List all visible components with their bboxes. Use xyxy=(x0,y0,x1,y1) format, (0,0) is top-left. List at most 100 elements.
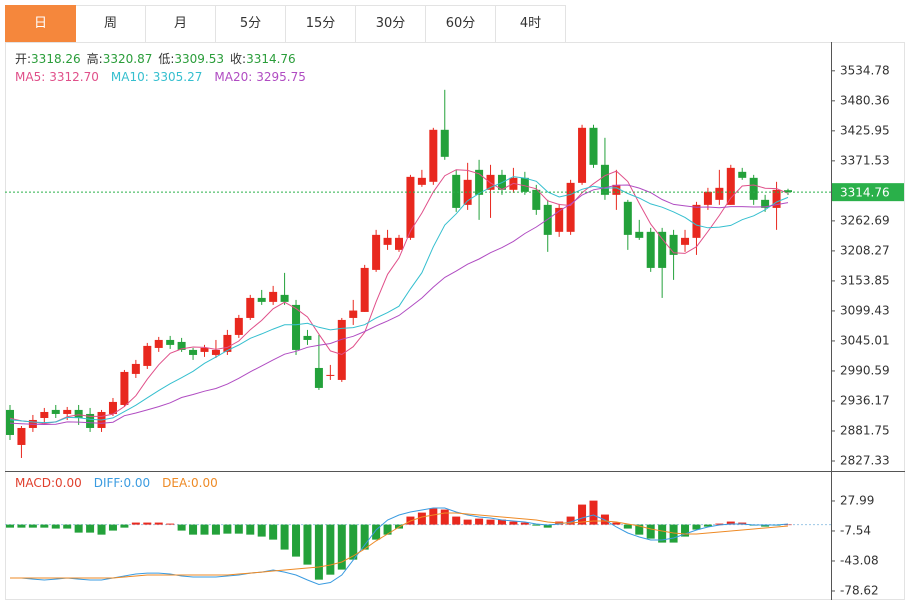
macd-bar xyxy=(246,524,255,535)
candle-body xyxy=(738,171,747,178)
macd-bar xyxy=(681,524,690,537)
candle-body xyxy=(772,189,781,208)
candle-body xyxy=(51,409,60,414)
y-tick-label: -78.62 xyxy=(840,583,879,597)
candle-body xyxy=(349,310,358,318)
candle-body xyxy=(669,234,678,255)
macd-bar xyxy=(463,519,472,525)
candle-body xyxy=(40,411,49,418)
candle-body xyxy=(234,317,243,335)
y-tick-label: 3099.43 xyxy=(840,303,890,317)
candle-body xyxy=(452,174,461,208)
candle-body xyxy=(337,319,346,380)
legend-text: 3305.27 xyxy=(153,70,203,84)
y-tick-label: -7.54 xyxy=(840,523,871,537)
period-tab[interactable]: 月 xyxy=(146,5,216,43)
y-tick-label: 3480.36 xyxy=(840,93,890,107)
candle-body xyxy=(200,347,209,352)
macd-bar xyxy=(692,524,701,530)
macd-bar xyxy=(74,524,83,533)
candle-body xyxy=(303,335,312,340)
legend-text: 3314.76 xyxy=(246,52,296,66)
period-tab[interactable]: 30分 xyxy=(356,5,426,43)
macd-bar xyxy=(63,524,72,529)
macd-bar xyxy=(17,524,26,528)
candle-body xyxy=(429,129,438,182)
candle-body xyxy=(715,187,724,200)
macd-bar xyxy=(337,524,346,570)
candle-body xyxy=(395,237,403,250)
macd-bar xyxy=(623,524,632,529)
ma-line xyxy=(9,176,789,424)
legend-text: 3312.70 xyxy=(49,70,99,84)
ma-line xyxy=(9,169,789,425)
macd-bar xyxy=(189,524,198,535)
macd-bar xyxy=(486,519,495,525)
macd-bar xyxy=(520,522,529,525)
macd-bar xyxy=(314,524,323,580)
candle-body xyxy=(131,363,140,374)
macd-bar xyxy=(784,524,792,526)
legend-row: MACD:0.00 DIFF:0.00 DEA:0.00 xyxy=(15,476,218,490)
macd-bar xyxy=(6,524,14,528)
candle-body xyxy=(223,334,232,352)
period-tab[interactable]: 5分 xyxy=(216,5,286,43)
macd-bar xyxy=(566,516,575,525)
legend-text: 开: xyxy=(15,52,31,66)
candle-body xyxy=(108,401,117,414)
macd-bar xyxy=(292,524,301,557)
candle-body xyxy=(143,345,152,366)
macd-bar xyxy=(120,524,129,528)
candle-body xyxy=(189,349,198,355)
candle-body xyxy=(6,409,14,435)
legend-text: 低: xyxy=(158,52,174,66)
y-tick-label: 2936.17 xyxy=(840,393,890,407)
macd-bar xyxy=(497,519,506,525)
macd-bar xyxy=(280,524,289,550)
candle-body xyxy=(383,237,392,245)
period-tab[interactable]: 日 xyxy=(5,5,76,43)
macd-bar xyxy=(761,524,770,527)
legend-row: MA5: 3312.70 MA10: 3305.27 MA20: 3295.75 xyxy=(15,70,306,84)
y-tick-label: 3534.78 xyxy=(840,63,890,77)
candle-body xyxy=(578,127,587,183)
y-tick-label: 2990.59 xyxy=(840,363,890,377)
period-tab[interactable]: 15分 xyxy=(286,5,356,43)
macd-line xyxy=(10,507,789,586)
macd-bar xyxy=(86,524,95,533)
candle-body xyxy=(17,427,26,445)
legend-text: MA20: xyxy=(214,70,252,84)
candle-body xyxy=(292,304,301,350)
candle-body xyxy=(280,294,289,302)
candle-body xyxy=(749,177,758,200)
macd-bar xyxy=(360,524,369,550)
macd-bar xyxy=(646,524,655,539)
legend-text: 收: xyxy=(230,52,246,66)
macd-bar xyxy=(269,524,278,540)
macd-bar xyxy=(131,522,140,525)
macd-bar xyxy=(223,524,232,534)
macd-bar xyxy=(108,524,117,531)
candle-body xyxy=(406,176,415,238)
candle-body xyxy=(314,367,323,388)
legend-text: DEA: xyxy=(162,476,191,490)
candle-body xyxy=(532,189,541,210)
macd-bar xyxy=(97,524,106,535)
legend-text: MACD: xyxy=(15,476,55,490)
candle-body xyxy=(658,231,667,268)
macd-bar xyxy=(440,509,449,525)
macd-bar xyxy=(703,524,712,527)
candle-body xyxy=(761,199,770,208)
period-tab[interactable]: 4时 xyxy=(496,5,566,43)
candle-body xyxy=(566,182,575,232)
legend-text: 0.00 xyxy=(123,476,150,490)
period-tab[interactable]: 60分 xyxy=(426,5,496,43)
macd-bar xyxy=(452,516,461,525)
y-tick-label: 3425.95 xyxy=(840,123,890,137)
macd-bar xyxy=(349,524,358,560)
macd-bar xyxy=(635,524,644,535)
candle-body xyxy=(269,291,278,302)
legend-text: MA10: xyxy=(111,70,149,84)
y-tick-label: 3371.53 xyxy=(840,153,890,167)
macd-bar xyxy=(166,523,175,525)
